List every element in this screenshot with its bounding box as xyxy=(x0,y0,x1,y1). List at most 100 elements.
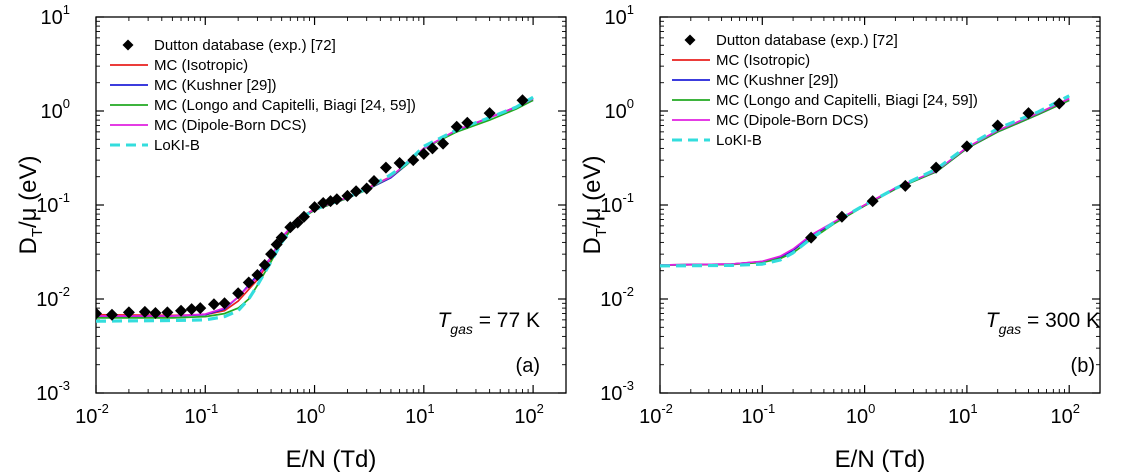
panel-a-dutton-point xyxy=(185,303,198,316)
panel-b-legend-label: MC (Dipole-Born DCS) xyxy=(716,112,869,129)
panel-a-dutton-point xyxy=(308,201,321,214)
panel-b-x-tick-label: 102 xyxy=(1050,401,1079,428)
panel-a-dutton-point xyxy=(417,147,430,160)
panel-b-dutton-point xyxy=(899,179,912,192)
panel-a-x-tick-label: 101 xyxy=(405,401,434,428)
panel-b-dutton-point xyxy=(835,210,848,223)
panel-b-legend-item: Dutton database (exp.) [72] xyxy=(684,32,898,49)
panel-b-x-axis-title: E/N (Td) xyxy=(835,446,926,473)
panel-b-y-tick-label: 101 xyxy=(605,2,634,29)
panel-a-dutton-point xyxy=(379,161,392,174)
panel-b-legend-label: MC (Kushner [29]) xyxy=(716,72,839,89)
panel-a-dutton-point xyxy=(368,175,381,188)
panel-a-dutton-point xyxy=(251,269,264,282)
panel-b-legend-item: MC (Isotropic) xyxy=(672,52,810,69)
panel-a-x-axis-title: E/N (Td) xyxy=(286,446,377,473)
panel-b-legend-label: MC (Isotropic) xyxy=(716,52,810,69)
panel-a-dutton-point xyxy=(516,94,529,107)
panel-b-temperature-annotation: Tgas = 300 K xyxy=(986,309,1100,337)
panel-a-dutton-point xyxy=(450,120,463,133)
panel-a-dutton-point xyxy=(291,216,304,229)
panel-a-dutton-point xyxy=(194,302,207,315)
panel-a-data xyxy=(96,94,534,323)
panel-a-legend-item: MC (Dipole-Born DCS) xyxy=(110,117,307,134)
panel-a-dutton-point xyxy=(232,287,245,300)
panel-a-y-axis-title: DT/μ (eV) xyxy=(15,155,46,254)
panel-a-dutton-point xyxy=(330,193,343,206)
panel-a-dutton-point xyxy=(297,210,310,223)
panel-a-dutton-point xyxy=(122,306,135,319)
panel-a-legend-label: Dutton database (exp.) [72] xyxy=(154,37,336,54)
panel-a-y-tick-label: 10-2 xyxy=(36,284,70,311)
panel-a-dutton-point xyxy=(207,298,220,311)
panel-b-legend-label: MC (Longo and Capitelli, Biagi [24, 59]) xyxy=(716,92,978,109)
panel-b-legend-label: LoKI-B xyxy=(716,132,762,149)
panel-b-legend-item: LoKI-B xyxy=(672,132,762,149)
panel-a-legend-item: MC (Isotropic) xyxy=(110,57,248,74)
panel-b-series-mc-longo-and-capitelli-biagi-24-59 xyxy=(660,99,1070,266)
panel-b-legend-marker xyxy=(684,34,696,46)
panel-a-dutton-point xyxy=(96,307,102,320)
panel-b-dutton-point xyxy=(1053,97,1066,110)
panel-a-y-tick-label: 101 xyxy=(41,2,70,29)
panel-b-dutton-point xyxy=(805,231,818,244)
panel-b-legend-item: MC (Longo and Capitelli, Biagi [24, 59]) xyxy=(672,92,978,109)
panel-b-y-tick-label: 10-3 xyxy=(600,378,634,405)
panel-a-legend-label: LoKI-B xyxy=(154,137,200,154)
panel-a-series-dutton-database-exp-72 xyxy=(96,94,529,321)
panel-b-legend-item: MC (Dipole-Born DCS) xyxy=(672,112,869,129)
panel-a-dutton-point xyxy=(105,308,118,321)
panel-a-dutton-point xyxy=(350,185,363,198)
panel-b-series-dutton-database-exp-72 xyxy=(805,97,1066,244)
panel-a-legend-label: MC (Dipole-Born DCS) xyxy=(154,117,307,134)
panel-b-dutton-point xyxy=(960,140,973,153)
panel-b-dutton-point xyxy=(930,161,943,174)
panel-a-dutton-point xyxy=(461,116,474,129)
panel-a-x-tick-label: 10-1 xyxy=(184,401,218,428)
panel-b-y-tick-label: 10-2 xyxy=(600,284,634,311)
panel-b-dutton-point xyxy=(1022,107,1035,120)
panel-b-legend-label: Dutton database (exp.) [72] xyxy=(716,32,898,49)
panel-a-legend-item: Dutton database (exp.) [72] xyxy=(122,37,336,54)
panel-b-legend-item: MC (Kushner [29]) xyxy=(672,72,839,89)
panel-a-y-tick-label: 100 xyxy=(41,96,70,123)
panel-a-temperature-annotation: Tgas = 77 K xyxy=(437,309,540,337)
panel-b-dutton-point xyxy=(991,119,1004,132)
panel-a-legend-label: MC (Isotropic) xyxy=(154,57,248,74)
panel-a-dutton-point xyxy=(138,305,151,318)
panel-a-legend-label: MC (Longo and Capitelli, Biagi [24, 59]) xyxy=(154,97,416,114)
panel-a-dutton-point xyxy=(218,297,231,310)
panel-a-y-tick-label: 10-1 xyxy=(36,190,70,217)
panel-a-legend-marker xyxy=(122,39,134,51)
panel-a-dutton-point xyxy=(265,248,278,261)
panel-b-legend: Dutton database (exp.) [72] MC (Isotropic… xyxy=(672,32,978,149)
panel-a-dutton-point xyxy=(407,154,420,167)
panel-a-dutton-point xyxy=(426,142,439,155)
panel-b-x-tick-label: 101 xyxy=(948,401,977,428)
panel-b-x-tick-label: 10-2 xyxy=(639,401,673,428)
panel-a-dutton-point xyxy=(341,189,354,202)
panel-a-y-tick-label: 10-3 xyxy=(36,378,70,405)
panel-b-x-tick-label: 10-1 xyxy=(741,401,775,428)
panel-a-legend-item: MC (Kushner [29]) xyxy=(110,77,277,94)
panel-a-x-tick-label: 100 xyxy=(296,401,325,428)
panel-a-label: (a) xyxy=(516,355,540,377)
panel-a-x-tick-label: 10-2 xyxy=(75,401,109,428)
panel-b-dutton-point xyxy=(866,195,879,208)
panel-a-dutton-point xyxy=(149,306,162,319)
panel-b-x-tick-label: 100 xyxy=(846,401,875,428)
panel-a-dutton-point xyxy=(360,182,373,195)
panel-a-legend-item: LoKI-B xyxy=(110,137,200,154)
panel-b-data xyxy=(660,94,1070,268)
panel-a-dutton-point xyxy=(275,231,288,244)
panel-b-label: (b) xyxy=(1071,355,1095,377)
panel-b-y-tick-label: 10-1 xyxy=(600,190,634,217)
panel-a-dutton-point xyxy=(437,137,450,150)
panel-a-dutton-point xyxy=(175,304,188,317)
panel-a-dutton-point xyxy=(258,258,271,271)
panel-a-legend: Dutton database (exp.) [72] MC (Isotropic… xyxy=(110,37,416,154)
panel-b-y-tick-label: 100 xyxy=(605,96,634,123)
